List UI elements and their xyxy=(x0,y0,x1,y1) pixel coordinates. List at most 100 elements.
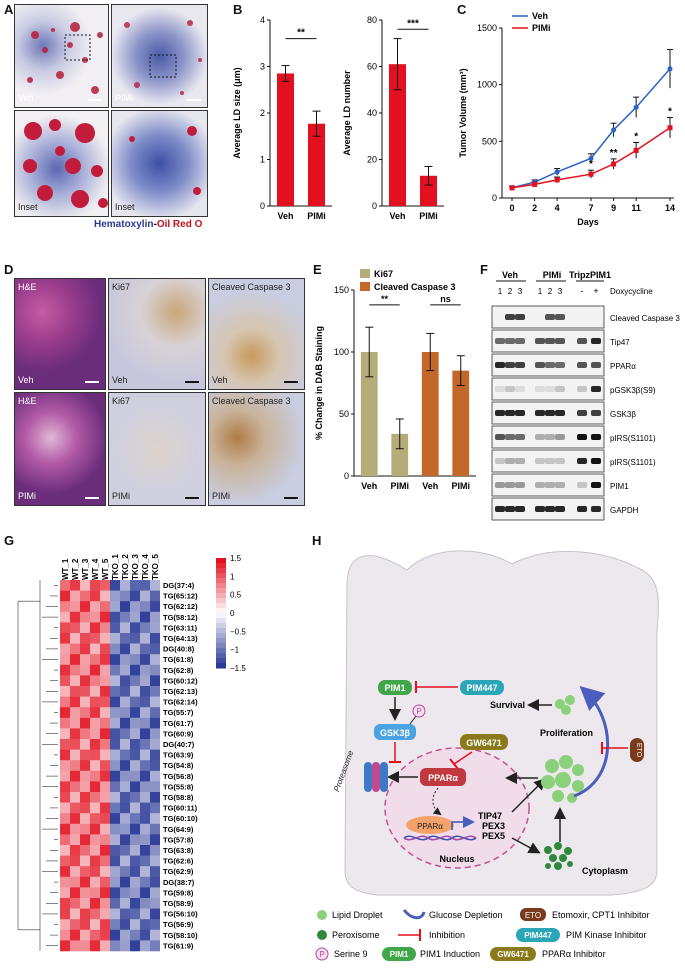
cc3-label: Cleaved Caspase 3 xyxy=(212,396,291,406)
blot-band xyxy=(495,338,505,344)
heatmap-cell xyxy=(60,643,70,655)
heatmap-cell xyxy=(80,643,90,655)
heatmap-cell xyxy=(110,643,120,655)
heatmap-cell xyxy=(70,876,80,888)
ppara-text: PPARα xyxy=(428,773,458,783)
heatmap-cell xyxy=(120,887,130,899)
heatmap-cell xyxy=(90,834,100,846)
heatmap-cell xyxy=(90,601,100,613)
heatmap-cell xyxy=(80,792,90,803)
row-label: TG(60:11) xyxy=(163,804,198,813)
significance-mark: ** xyxy=(610,148,618,159)
colorbar-cell xyxy=(216,563,226,569)
heatmap-cell xyxy=(90,633,100,644)
column-label: WT_2 xyxy=(71,558,80,580)
heatmap-cell xyxy=(70,792,80,803)
heatmap-cell xyxy=(60,749,70,761)
heatmap-cell xyxy=(140,654,150,666)
heatmap-cell xyxy=(120,845,130,856)
heatmap-cell xyxy=(80,664,90,676)
heatmap-cell xyxy=(150,940,160,952)
blot-band xyxy=(591,386,601,392)
blot-band xyxy=(535,386,545,392)
heatmap-cell xyxy=(70,760,80,772)
heatmap-cell xyxy=(60,845,70,856)
row-label: TG(60:9) xyxy=(163,729,194,738)
heatmap-cell xyxy=(120,823,130,835)
heatmap-cell xyxy=(110,696,120,708)
heatmap-cell xyxy=(110,792,120,803)
blot-band xyxy=(591,434,601,440)
heatmap-cell xyxy=(120,686,130,697)
heatmap-cell xyxy=(60,887,70,899)
heatmap-cell xyxy=(120,770,130,782)
heatmap-cell xyxy=(60,590,70,602)
y-tick-label: 150 xyxy=(334,285,349,295)
significance-mark: * xyxy=(589,159,593,170)
tumor-volume-chart: 0 500 1000 1500 0 2 4 7 9 11 14 Days Tumor Volume (m… xyxy=(458,11,675,227)
heatmap-cell xyxy=(110,601,120,613)
y-tick-label: 100 xyxy=(334,347,349,357)
blot-strip xyxy=(491,377,605,401)
heatmap-cell xyxy=(60,929,70,941)
heatmap-cell xyxy=(70,908,80,920)
row-label: TG(56:9) xyxy=(163,920,194,929)
heatmap-cell xyxy=(90,696,100,708)
cytoplasm-label: Cytoplasm xyxy=(582,866,628,876)
blot-band xyxy=(555,482,565,488)
significance-mark: *** xyxy=(407,18,419,29)
heatmap-cell xyxy=(80,686,90,697)
heatmap-cell xyxy=(70,802,80,814)
data-point xyxy=(532,181,538,187)
heatmap-cell xyxy=(60,876,70,888)
heatmap-cell xyxy=(150,823,160,835)
y-tick-label: 0 xyxy=(260,201,265,211)
blot-band xyxy=(515,482,525,488)
band-label: GAPDH xyxy=(610,506,639,515)
heatmap-cell xyxy=(140,611,150,623)
heatmap-cell xyxy=(60,834,70,846)
stain-caption: Hematoxylin-Oil Red O xyxy=(94,219,202,230)
heatmap-cell xyxy=(140,580,150,591)
significance-mark: * xyxy=(634,131,638,142)
pim1-text: PIM1 xyxy=(384,683,405,693)
heatmap-cell xyxy=(120,580,130,591)
heatmap-cell xyxy=(140,823,150,835)
blot-band xyxy=(555,458,565,464)
heatmap-cell xyxy=(90,919,100,931)
heatmap-cell xyxy=(70,887,80,899)
heatmap-cell xyxy=(150,813,160,825)
heatmap-cell xyxy=(60,940,70,952)
heatmap-cell xyxy=(140,686,150,697)
row-label: DG(40:8) xyxy=(163,645,195,654)
legend-lipid: Lipid Droplet xyxy=(332,910,383,920)
panel-label-h: H xyxy=(312,533,322,548)
heatmap-cell xyxy=(130,802,140,814)
legend-swatch xyxy=(360,282,370,291)
heatmap-cell xyxy=(90,654,100,666)
row-label: TG(62:6) xyxy=(163,857,194,866)
scale-bar xyxy=(284,381,298,383)
heatmap-cell xyxy=(90,643,100,655)
heatmap-cell xyxy=(60,686,70,697)
legend-p-tag: P xyxy=(319,950,324,959)
heatmap-cell xyxy=(130,887,140,899)
data-point xyxy=(633,104,639,110)
heatmap-cell xyxy=(70,633,80,644)
heatmap-cell xyxy=(80,834,90,846)
heatmap-cell xyxy=(70,813,80,825)
y-tick-label: 40 xyxy=(367,108,377,118)
heatmap-cell xyxy=(80,728,90,740)
heatmap-cell xyxy=(80,898,90,909)
blot-strip xyxy=(491,425,605,449)
heatmap-cell xyxy=(110,866,120,878)
he-veh-image: H&E Veh xyxy=(14,278,106,390)
heatmap-cell xyxy=(70,781,80,793)
heatmap-cell xyxy=(80,622,90,634)
row-label: DG(40:7) xyxy=(163,740,195,749)
heatmap-cell xyxy=(60,611,70,623)
row-label: TG(55:7) xyxy=(163,708,194,717)
heatmap-cell xyxy=(70,940,80,952)
ppara-node: PPARα xyxy=(420,768,466,786)
heatmap-cell xyxy=(140,887,150,899)
